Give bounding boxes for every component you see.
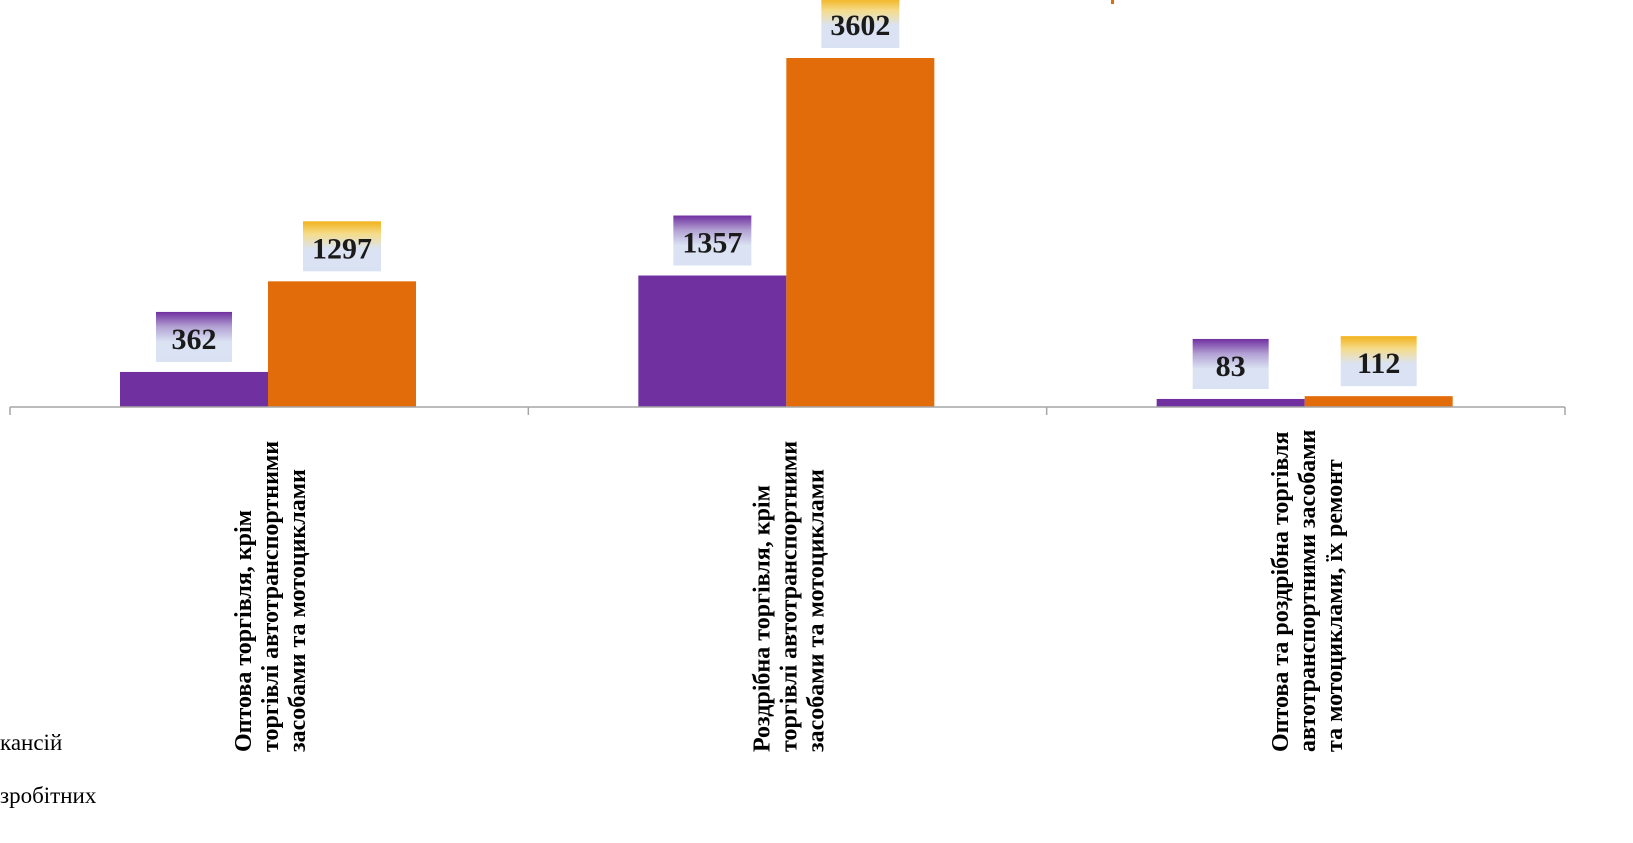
category-tick-label: Оптова та роздрібна торгівляавтотранспор… [1268, 429, 1348, 752]
data-label-box [156, 311, 232, 362]
category-tick-label: Роздрібна торгівля, крімторгівлі автотра… [750, 441, 830, 752]
legend-item-2: зробітних [0, 783, 97, 808]
data-label-box [821, 0, 900, 48]
data-label-box [673, 215, 752, 266]
data-label-box [303, 221, 381, 272]
bar-s2-c2 [786, 58, 935, 407]
bar-s1-c3 [1156, 398, 1305, 407]
data-label-box [1340, 336, 1417, 387]
bar-s2-c3 [1304, 396, 1453, 407]
data-label: 112 [1357, 347, 1400, 380]
legend-marker-fragment [1111, 0, 1114, 4]
legend-item-1: кансій [0, 730, 63, 755]
data-label-box [1192, 338, 1269, 389]
category-tick-label: Оптова торгівля, крімторгівлі автотрансп… [231, 441, 311, 752]
data-label: 362 [172, 323, 217, 356]
data-label: 1297 [312, 232, 372, 265]
bar-s1-c2 [638, 275, 787, 407]
data-label: 3602 [830, 9, 890, 42]
data-label: 1357 [682, 227, 742, 260]
data-label: 83 [1216, 350, 1246, 383]
bar-s2-c1 [268, 281, 416, 407]
bar-s1-c1 [120, 371, 268, 407]
